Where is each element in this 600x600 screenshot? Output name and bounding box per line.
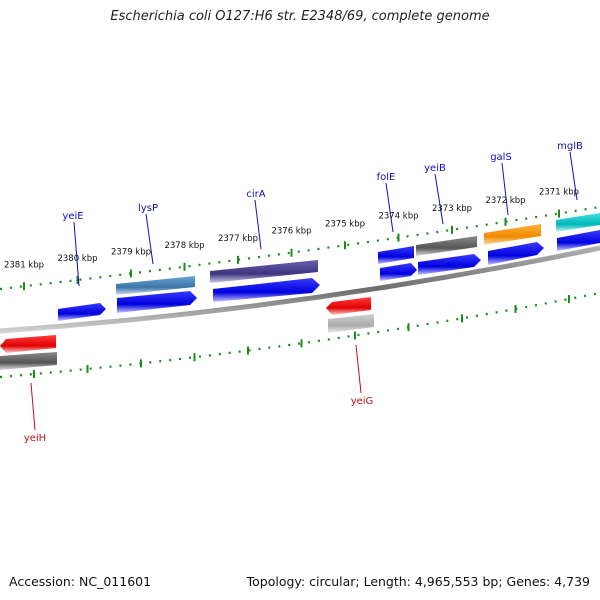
kbp-tick-label: 2371 kbp bbox=[539, 187, 579, 197]
gene-label-yeih[interactable]: yeiH bbox=[24, 433, 46, 444]
forward-features bbox=[58, 213, 600, 321]
cds-arrow[interactable] bbox=[557, 230, 600, 251]
cds-arrow[interactable] bbox=[418, 254, 481, 275]
kbp-tick-label: 2374 kbp bbox=[378, 212, 418, 222]
gene-label-gals[interactable]: galS bbox=[490, 152, 512, 163]
gene-yeih-arrow[interactable] bbox=[0, 335, 56, 353]
kbp-tick-label: 2372 kbp bbox=[485, 196, 525, 206]
tick-labels: 2381 kbp 2380 kbp 2379 kbp 2378 kbp 2377 kbp… bbox=[4, 187, 579, 270]
kbp-tick-label: 2376 kbp bbox=[271, 227, 311, 237]
gene-fole-bar[interactable] bbox=[378, 246, 414, 264]
kbp-tick-label: 2373 kbp bbox=[432, 204, 472, 214]
reverse-features bbox=[0, 297, 374, 370]
gene-label-lysp[interactable]: lysP bbox=[138, 203, 158, 214]
cds-arrow[interactable] bbox=[213, 278, 320, 302]
gene-leaders bbox=[30, 151, 578, 431]
cds-arrow[interactable] bbox=[380, 263, 417, 281]
gene-label-yeig[interactable]: yeiG bbox=[351, 396, 374, 407]
gene-label-yeie[interactable]: yeiE bbox=[62, 211, 83, 222]
kbp-tick-label: 2380 kbp bbox=[57, 254, 97, 264]
gene-label-mglb[interactable]: mglB bbox=[557, 141, 583, 152]
genome-backbone bbox=[0, 245, 600, 334]
tick-marks bbox=[23, 209, 570, 379]
gene-label-yeib[interactable]: yeiB bbox=[424, 163, 446, 174]
gene-yeib-bar[interactable] bbox=[416, 236, 477, 256]
gene-lysp-bar[interactable] bbox=[116, 276, 195, 295]
cds-arrow[interactable] bbox=[117, 291, 197, 313]
accession-text: Accession: NC_011601 bbox=[9, 574, 152, 589]
gene-mglb-bar[interactable] bbox=[556, 213, 600, 232]
kbp-tick-label: 2375 kbp bbox=[325, 219, 365, 229]
cds-arrow[interactable] bbox=[58, 303, 106, 321]
kbp-tick-label: 2379 kbp bbox=[111, 247, 151, 257]
gene-labels: yeiE lysP cirA folE yeiB galS mglB yeiG … bbox=[24, 141, 583, 444]
gene-yeih-bar[interactable] bbox=[0, 352, 57, 370]
map-title: Escherichia coli O127:H6 str. E2348/69, … bbox=[110, 9, 490, 24]
gene-gals-bar[interactable] bbox=[484, 224, 541, 245]
kbp-tick-label: 2377 kbp bbox=[218, 234, 258, 244]
cds-arrow[interactable] bbox=[488, 242, 544, 265]
kbp-tick-label: 2381 kbp bbox=[4, 260, 44, 270]
forward-tick-ruler bbox=[0, 205, 600, 291]
kbp-tick-label: 2378 kbp bbox=[164, 241, 204, 251]
gene-cira-bar[interactable] bbox=[210, 260, 318, 283]
gene-yeig-bar[interactable] bbox=[328, 314, 374, 333]
gene-yeig-arrow[interactable] bbox=[326, 297, 371, 315]
gene-label-cira[interactable]: cirA bbox=[246, 189, 265, 200]
genome-summary-text: Topology: circular; Length: 4,965,553 bp… bbox=[246, 574, 590, 589]
gene-label-fole[interactable]: folE bbox=[377, 172, 396, 183]
